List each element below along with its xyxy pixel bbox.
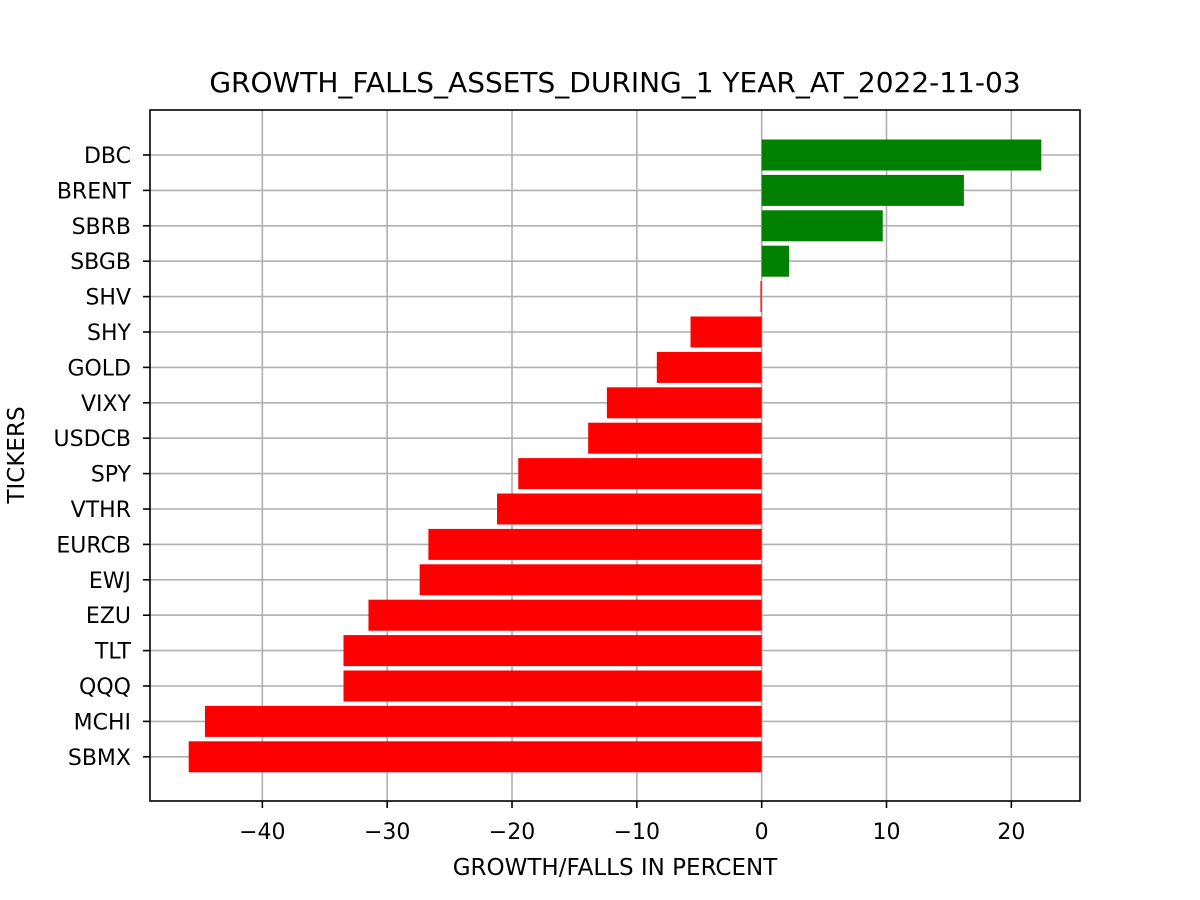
bar-eurcb xyxy=(428,528,762,560)
y-tick-label: EURCB xyxy=(56,533,131,558)
y-axis-label: TICKERS xyxy=(4,406,30,504)
y-tick-label: SHV xyxy=(85,286,131,311)
bar-shv xyxy=(760,281,762,313)
bar-ezu xyxy=(368,599,762,631)
bar-sbgb xyxy=(761,245,790,277)
x-tick-label: 10 xyxy=(873,820,901,845)
x-tick-label: −20 xyxy=(489,820,535,845)
bar-ewj xyxy=(419,564,762,596)
y-tick-label: SHY xyxy=(87,321,132,346)
bar-brent xyxy=(761,174,964,206)
bar-mchi xyxy=(204,705,762,737)
y-tick-label: MCHI xyxy=(74,710,131,735)
bar-spy xyxy=(518,458,762,490)
y-tick-label: TLT xyxy=(94,640,132,665)
y-tick-label: GOLD xyxy=(67,356,131,381)
y-tick-label: SBRB xyxy=(72,215,131,240)
x-tick-label: −30 xyxy=(364,820,410,845)
y-tick-label: VIXY xyxy=(81,392,132,417)
y-tick-label: EWJ xyxy=(89,569,131,594)
bar-vthr xyxy=(497,493,762,525)
x-tick-label: 0 xyxy=(755,820,769,845)
y-tick-label: DBC xyxy=(84,144,131,169)
bar-usdcb xyxy=(588,422,762,454)
bar-qqq xyxy=(343,670,762,702)
y-tick-label: USDCB xyxy=(54,427,131,452)
bar-vixy xyxy=(606,387,762,419)
chart-title: GROWTH_FALLS_ASSETS_DURING_1 YEAR_AT_202… xyxy=(209,66,1020,99)
bars-layer xyxy=(188,139,1042,773)
x-axis-label: GROWTH/FALLS IN PERCENT xyxy=(453,855,778,881)
y-tick-label: SPY xyxy=(91,463,132,488)
x-tick-label: −10 xyxy=(614,820,660,845)
y-tick-label: EZU xyxy=(86,604,131,629)
plot-frame xyxy=(149,109,1081,802)
bar-shy xyxy=(690,316,762,348)
bar-tlt xyxy=(343,635,762,667)
ticks-layer: −40 −30 −20 −10 0 10 20 DBC BRENT SBRB SBGB SHV SHY G… xyxy=(54,144,1026,845)
y-tick-label: QQQ xyxy=(79,675,131,700)
y-tick-label: VTHR xyxy=(71,498,131,523)
bar-sbrb xyxy=(761,210,883,242)
y-tick-label: BRENT xyxy=(57,179,132,204)
y-tick-label: SBMX xyxy=(68,746,131,771)
bar-dbc xyxy=(761,139,1042,171)
x-tick-label: 20 xyxy=(997,820,1025,845)
y-tick-label: SBGB xyxy=(70,250,131,275)
bar-gold xyxy=(656,351,762,383)
x-tick-label: −40 xyxy=(239,820,285,845)
bar-sbmx xyxy=(188,741,762,773)
